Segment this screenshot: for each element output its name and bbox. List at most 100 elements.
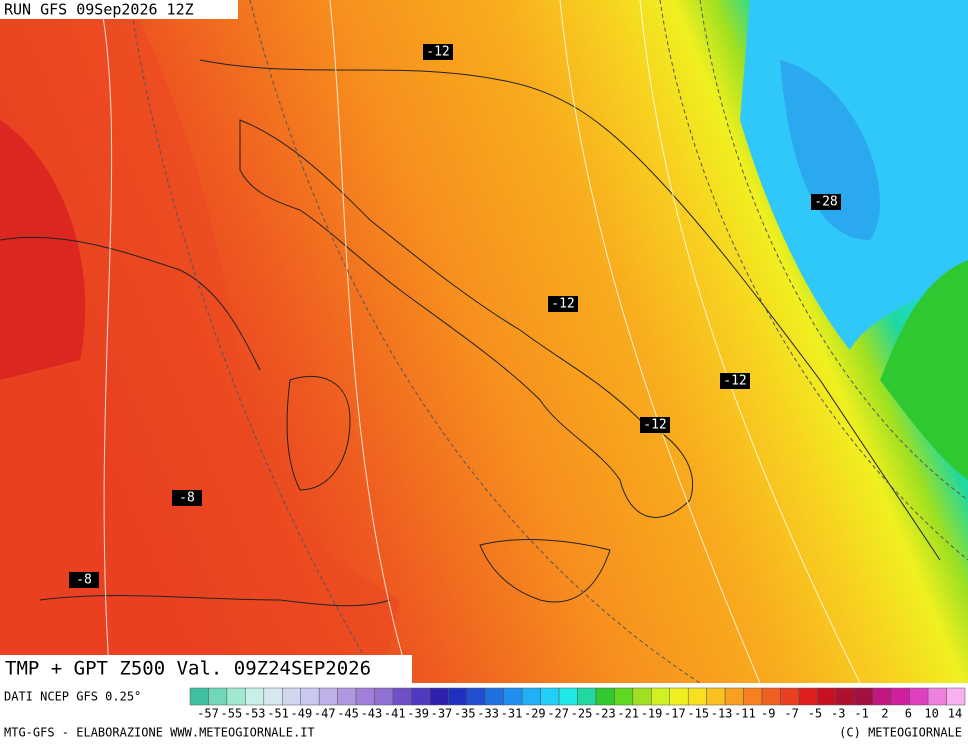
color-swatch [318,687,338,706]
color-swatch [706,687,726,706]
title-box [0,655,412,683]
color-swatch [429,687,449,706]
colorbar-label: -43 [361,707,383,721]
contour-labels: -12 -12 -12 -12 -28 -8 -8 [69,44,841,588]
run-box [0,0,238,19]
colorbar-label: 6 [905,707,912,721]
warm-area [0,0,400,683]
source: DATI NCEP GFS 0.25° [4,690,141,704]
contour-label-bg [811,194,841,210]
color-swatch [780,687,800,706]
contour-label: -8 [76,573,92,588]
colorbar-label: -17 [664,707,686,721]
colorbar-label: -1 [854,707,868,721]
isohypses [99,0,861,684]
color-swatch [761,687,781,706]
contour-label-bg [548,296,578,312]
cold-core [780,60,880,240]
color-swatch [355,687,375,706]
color-swatch [798,687,818,706]
footer-left: MTG-GFS - ELABORAZIONE WWW.METEOGIORNALE… [4,726,315,740]
colorbar-label: -31 [501,707,523,721]
color-swatch [595,687,615,706]
colorbar-label: -57 [197,707,219,721]
color-swatch [558,687,578,706]
colorbar: -57 -55 -53 -51 -49 -47 -45 -43 -41 -39 -37 -35 -33-… [189,687,966,721]
contour-label-bg [640,417,670,433]
contour-label-bg [69,572,99,588]
color-swatch [669,687,689,706]
color-swatch [392,687,412,706]
colorbar-label: -15 [687,707,709,721]
color-swatch [614,687,634,706]
colorbar-label: -39 [407,707,429,721]
color-swatch [245,687,265,706]
color-swatch [927,687,947,706]
colorbar-label: -37 [431,707,453,721]
color-swatch [909,687,929,706]
contour-label: -8 [179,491,195,506]
color-swatch [835,687,855,706]
colorbar-label: -25 [571,707,593,721]
colorbar-label: -45 [337,707,359,721]
color-swatch [448,687,468,706]
contour-label: -12 [551,297,574,312]
contour-label-bg [423,44,453,60]
colorbar-label: -51 [267,707,289,721]
color-swatch [743,687,763,706]
colorbar-label: -55 [221,707,243,721]
color-swatch [540,687,560,706]
colorbar-label: -33 [477,707,499,721]
colorbar-label: -47 [314,707,336,721]
contour-label: -28 [814,195,837,210]
colorbar-label: 2 [881,707,888,721]
color-swatch [411,687,431,706]
color-swatch [651,687,671,706]
colorbar-label: -29 [524,707,546,721]
footer-right: (C) METEOGIORNALE [839,726,962,740]
warm-core [0,120,86,380]
color-swatch [374,687,394,706]
color-swatch [300,687,320,706]
colorbar-label: -35 [454,707,476,721]
colorbar-label: -3 [831,707,845,721]
colorbar-label: -27 [547,707,569,721]
color-swatch [872,687,892,706]
colorbar-label: -7 [784,707,798,721]
map-title: TMP + GPT Z500 Val. 09Z24SEP2026 [5,658,371,680]
colorbar-label: -5 [808,707,822,721]
contour-label-bg [172,490,202,506]
coastlines [0,59,941,607]
contour-label: -12 [643,418,666,433]
color-swatch [466,687,486,706]
color-swatch [724,687,744,706]
color-swatch [263,687,283,706]
colorbar-label: -53 [244,707,266,721]
colorbar-label: -21 [617,707,639,721]
color-swatch [946,687,966,706]
isotherms [129,0,968,684]
contour-label: -12 [426,45,449,60]
colorbar-label: -23 [594,707,616,721]
color-swatch [484,687,504,706]
run-label: RUN GFS 09Sep2026 12Z [4,1,194,19]
colorbar-label: 10 [924,707,938,721]
color-swatch [854,687,873,706]
color-swatch [337,687,357,706]
color-swatch [817,687,837,706]
colorbar-label: -9 [761,707,775,721]
colorbar-label: -13 [711,707,733,721]
color-swatch [282,687,301,706]
colorbar-label: -19 [641,707,663,721]
color-swatch [687,687,707,706]
color-swatch [503,687,523,706]
green-area [880,260,968,480]
color-swatch [208,687,228,706]
color-swatch [226,687,246,706]
color-swatch [521,687,541,706]
colorbar-label: 14 [948,707,962,721]
colorbar-label: -41 [384,707,406,721]
contour-label-bg [720,373,750,389]
color-swatch [189,687,209,706]
